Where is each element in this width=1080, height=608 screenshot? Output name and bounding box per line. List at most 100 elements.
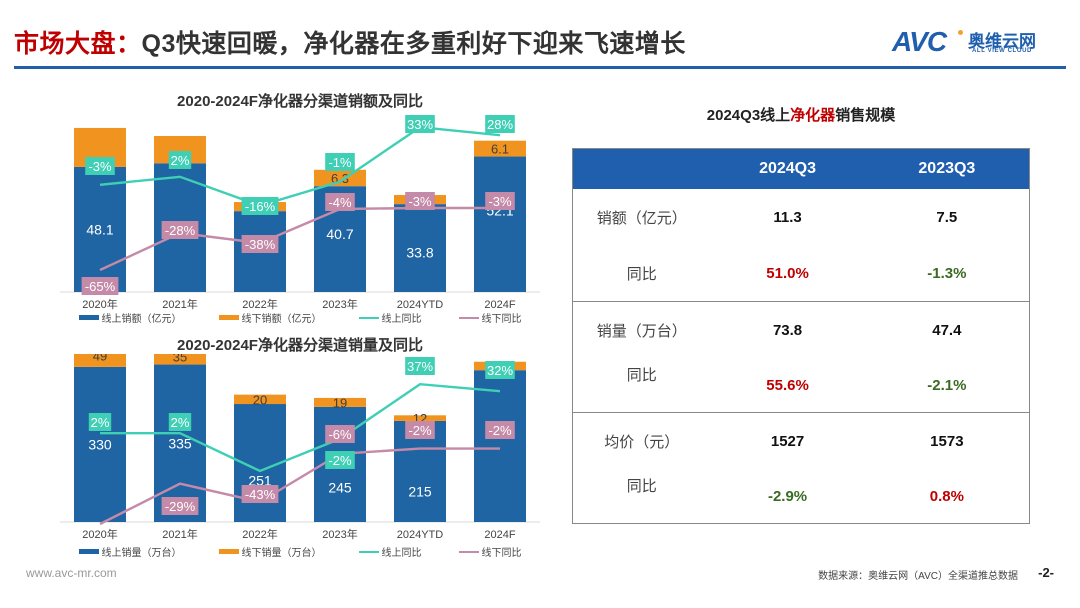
bar-online-label: 245 bbox=[328, 479, 352, 495]
bar-offline bbox=[234, 394, 286, 405]
x-tick-label: 2024F bbox=[484, 299, 515, 311]
chart-title: 2020-2024F净化器分渠道销额及同比 bbox=[177, 93, 423, 110]
legend-item: 线上销量（万台） bbox=[78, 544, 182, 559]
yoy-label: 同比 bbox=[626, 478, 657, 495]
table-row: 销量（万台） 73.8 47.4 bbox=[573, 302, 1029, 358]
offline-yoy-label: -3% bbox=[488, 194, 512, 209]
bar-offline bbox=[74, 354, 126, 367]
chart-sales-volume: 2020-2024F净化器分渠道销量及同比 330 49 2020年 335 35 202… bbox=[60, 330, 540, 560]
yoy-2023q3: 0.8% bbox=[929, 487, 964, 505]
legend-swatch-offline-bar bbox=[218, 315, 239, 320]
line-offline-yoy bbox=[99, 447, 500, 526]
offline-yoy-label: -28% bbox=[165, 223, 196, 238]
yoy-2023q3: -2.1% bbox=[927, 376, 967, 394]
bar-online-label: 215 bbox=[408, 484, 432, 500]
bar-online bbox=[154, 364, 206, 522]
online-yoy-label: -1% bbox=[328, 155, 352, 170]
offline-yoy-label: -65% bbox=[85, 279, 116, 294]
x-tick-label: 2022年 bbox=[242, 527, 277, 541]
legend-label: 线上同比 bbox=[381, 314, 422, 325]
online-yoy-label: 2% bbox=[91, 415, 110, 430]
x-tick-label: 2021年 bbox=[162, 297, 197, 311]
bar-offline-label: 20 bbox=[253, 392, 267, 407]
bar-offline bbox=[394, 415, 446, 421]
chart-plot: 48.12020年2021年3.52022年40.76.32023年33.820… bbox=[60, 115, 540, 311]
x-tick-label: 2022年 bbox=[242, 297, 277, 311]
logo-cn: 奥维云网 bbox=[968, 32, 1036, 51]
bar-online-label: 330 bbox=[88, 436, 112, 452]
legend-item: 线上销额（亿元） bbox=[78, 310, 182, 325]
cell-2023q3: 47.4 bbox=[932, 321, 962, 339]
bar-online-label: 48.1 bbox=[86, 221, 113, 237]
bar-online-label: 33.8 bbox=[406, 244, 433, 260]
legend-swatch-offline-line bbox=[458, 316, 479, 319]
legend-swatch-offline-bar bbox=[218, 549, 239, 554]
online-yoy-label-bg bbox=[88, 413, 112, 431]
online-yoy-label: 32% bbox=[487, 363, 513, 378]
sales-scale-table: 2024Q3 2023Q3 销额（亿元） 11.3 7.5 同比 51.0% -1.3% 销… bbox=[572, 148, 1030, 524]
yoy-label: 同比 bbox=[626, 265, 657, 283]
offline-yoy-label: -3% bbox=[408, 194, 432, 209]
online-yoy-label-bg bbox=[168, 151, 192, 169]
legend-swatch-online-bar bbox=[78, 549, 99, 554]
page-title-highlight: 市场大盘： bbox=[14, 30, 142, 58]
legend-label: 线下同比 bbox=[481, 314, 522, 325]
page-number: -2- bbox=[1038, 565, 1054, 580]
chart-plot: 330 49 2020年 335 35 2021年 251 20 2022年 245 19 2023年… bbox=[60, 354, 540, 541]
yoy-label: 同比 bbox=[626, 367, 657, 384]
bar-online bbox=[474, 370, 526, 522]
legend-label: 线下销量（万台） bbox=[241, 548, 322, 559]
legend-swatch-online-bar bbox=[78, 315, 99, 320]
online-yoy-label: -2% bbox=[328, 453, 352, 468]
page-title-text: Q3快速回暖，净化器在多重利好下迎来飞速增长 bbox=[141, 30, 686, 58]
legend-swatch-offline-line bbox=[458, 550, 479, 553]
title-divider bbox=[14, 66, 1066, 69]
offline-yoy-label-bg bbox=[405, 192, 435, 210]
table-row: 销额（亿元） 11.3 7.5 bbox=[573, 189, 1029, 245]
table-row-yoy: 同比 51.0% -1.3% bbox=[573, 245, 1029, 301]
line-online-yoy bbox=[100, 382, 501, 473]
offline-yoy-label-bg bbox=[161, 221, 199, 239]
table-title-post: 销售规模 bbox=[835, 107, 896, 124]
offline-yoy-label: -38% bbox=[245, 237, 276, 252]
online-yoy-label-bg bbox=[325, 153, 355, 171]
online-yoy-label-bg bbox=[325, 451, 355, 469]
online-yoy-label: 28% bbox=[487, 117, 513, 132]
offline-yoy-label-bg bbox=[241, 235, 279, 253]
table-header-row: 2024Q3 2023Q3 bbox=[573, 149, 1029, 189]
bar-offline bbox=[154, 354, 206, 365]
cell-2024q3: 73.8 bbox=[772, 321, 803, 339]
cell-2024q3: 1527 bbox=[770, 432, 805, 450]
offline-yoy-label-bg bbox=[485, 421, 515, 439]
table-title: 2024Q3线上净化器销售规模 bbox=[572, 104, 1030, 125]
offline-yoy-label: -29% bbox=[165, 499, 196, 514]
legend-item: 线下同比 bbox=[458, 310, 522, 325]
x-tick-label: 2023年 bbox=[322, 527, 357, 541]
bar-online-label: 40.7 bbox=[326, 226, 353, 242]
bar-online-label: 251 bbox=[248, 473, 272, 489]
x-tick-label: 2024F bbox=[484, 529, 515, 541]
offline-yoy-label-bg bbox=[325, 193, 355, 211]
x-tick-label: 2024YTD bbox=[397, 529, 444, 541]
logo-mark: AVC bbox=[892, 26, 947, 57]
x-tick-label: 2020年 bbox=[82, 527, 117, 541]
online-yoy-label-bg bbox=[168, 413, 192, 431]
legend-label: 线上销量（万台） bbox=[101, 548, 182, 559]
offline-yoy-label-bg bbox=[161, 497, 199, 515]
online-yoy-label: -3% bbox=[88, 159, 112, 174]
table-group: 销量（万台） 73.8 47.4 同比 55.6% -2.1% bbox=[573, 301, 1029, 412]
chart-sales-amount: 2020-2024F净化器分渠道销额及同比 48.12020年2021年3.52… bbox=[60, 84, 540, 334]
logo-en: ALL VIEW CLOUD bbox=[972, 48, 1032, 54]
table-header-cell: 2023Q3 bbox=[918, 160, 976, 177]
bar-offline-label: 19 bbox=[333, 395, 347, 410]
x-tick-label: 2020年 bbox=[82, 297, 117, 311]
legend-swatch-online-line bbox=[358, 316, 379, 319]
yoy-2024q3: 51.0% bbox=[766, 264, 809, 282]
table-row-yoy: 同比 55.6% -2.1% bbox=[573, 358, 1029, 412]
online-yoy-label-bg bbox=[405, 357, 435, 375]
legend-swatch-online-line bbox=[358, 550, 379, 553]
bar-online-label: 335 bbox=[168, 435, 192, 451]
legend-label: 线下同比 bbox=[481, 548, 522, 559]
x-tick-label: 2023年 bbox=[322, 297, 357, 311]
chart-legend: 线上销额（亿元） 线下销额（亿元） 线上同比 线下同比 bbox=[60, 310, 540, 325]
